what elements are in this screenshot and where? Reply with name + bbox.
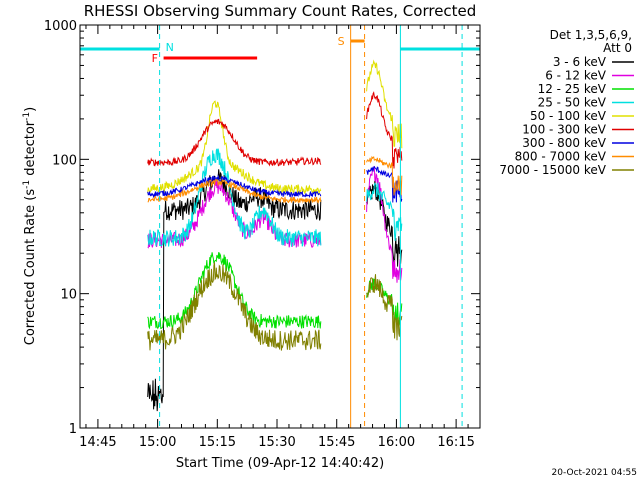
y-axis: 1 10 100 1000 [44, 19, 480, 437]
series-line [147, 252, 322, 330]
legend-label: 6 - 12 keV [545, 69, 607, 83]
x-tick-label: 15:15 [199, 435, 236, 450]
y-tick-label: 1000 [44, 19, 77, 34]
x-tick-label: 15:45 [318, 435, 355, 450]
legend-label: 100 - 300 keV [522, 123, 606, 137]
series-line [147, 178, 322, 204]
x-tick-label: 16:15 [437, 435, 474, 450]
y-tick-label: 10 [60, 288, 77, 303]
series-line [366, 59, 403, 149]
series-line [366, 155, 403, 196]
legend-label: 300 - 800 keV [522, 136, 606, 150]
flag-label-saa: S [338, 35, 345, 48]
x-tick-label: 15:30 [258, 435, 295, 450]
series-line [366, 182, 403, 241]
series-line [147, 262, 322, 351]
x-tick-label: 14:45 [79, 435, 116, 450]
flag-label-night: N [166, 41, 174, 54]
series-line [147, 174, 322, 199]
y-tick-label: 1 [69, 422, 77, 437]
legend-header-detectors: Det 1,3,5,6,9, [550, 28, 632, 42]
legend-label: 50 - 100 keV [530, 109, 607, 123]
legend-label: 25 - 50 keV [538, 96, 607, 110]
legend-label: 12 - 25 keV [538, 82, 607, 96]
series-line [147, 100, 322, 195]
legend-label: 7000 - 15000 keV [499, 163, 606, 177]
series-line [147, 148, 322, 247]
flag-label-flare: F [152, 52, 158, 65]
x-axis-label: Start Time (09-Apr-12 14:40:42) [176, 456, 384, 471]
x-axis: 14:45 15:00 15:15 15:30 15:45 16:00 16:15 [79, 25, 475, 450]
x-tick-label: 15:00 [139, 435, 176, 450]
legend-label: 800 - 7000 keV [515, 150, 607, 164]
chart-title: RHESSI Observing Summary Count Rates, Co… [84, 2, 477, 20]
series-line [366, 180, 403, 267]
y-axis-label: Corrected Count Rate (s-1 detector-1) [22, 107, 38, 345]
legend-header-attenuator: Att 0 [603, 41, 632, 55]
series-line [366, 165, 403, 203]
footer-timestamp: 20-Oct-2021 04:55 [552, 468, 637, 478]
legend-label: 3 - 6 keV [553, 55, 607, 69]
flag-layer: NF S [80, 25, 480, 428]
series-layer [147, 59, 403, 412]
plot-frame [79, 24, 481, 429]
series-line [366, 274, 403, 341]
series-line [147, 118, 322, 167]
y-tick-label: 100 [52, 153, 77, 168]
x-tick-label: 16:00 [378, 435, 415, 450]
series-line [366, 91, 403, 169]
